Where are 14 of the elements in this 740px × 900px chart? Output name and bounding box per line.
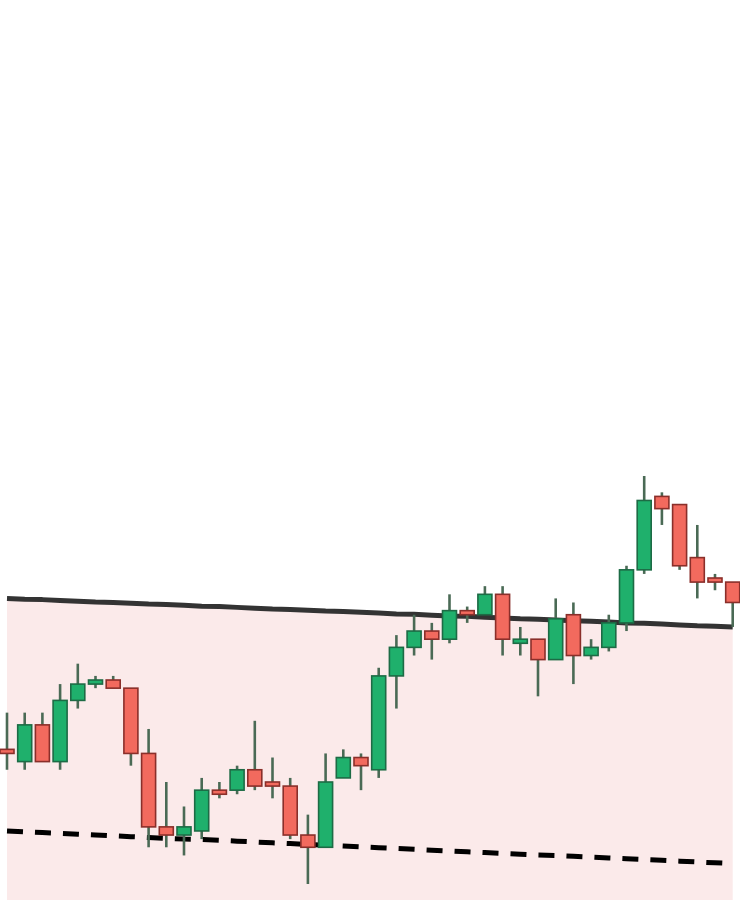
- candlestick: [16, 711, 33, 772]
- candlestick: [565, 601, 582, 686]
- candlestick: [229, 764, 245, 796]
- candlestick: [424, 621, 440, 661]
- candlestick: [547, 597, 564, 661]
- candlestick: [477, 584, 493, 617]
- candlestick: [335, 748, 352, 780]
- candlestick: [34, 711, 51, 763]
- candlestick: [441, 593, 458, 645]
- candlestick: [353, 752, 369, 792]
- candlestick: [494, 584, 511, 657]
- candlestick: [512, 625, 529, 657]
- candlestick: [530, 637, 546, 698]
- candlestick: [0, 711, 15, 772]
